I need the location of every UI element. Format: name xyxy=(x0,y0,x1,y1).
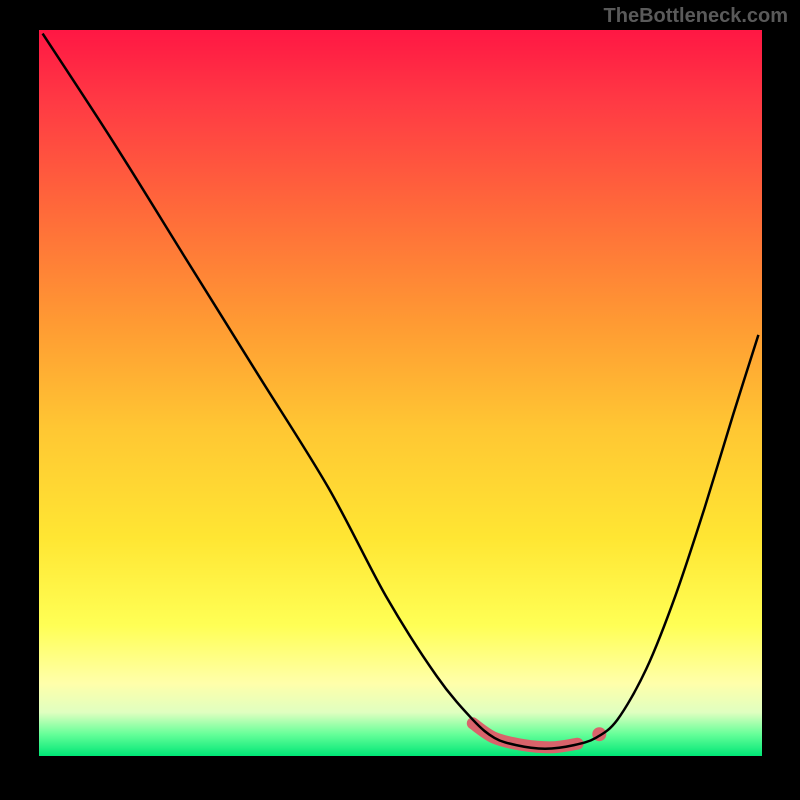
plot-area xyxy=(39,30,762,756)
curve-layer xyxy=(39,30,762,756)
main-curve xyxy=(43,34,759,749)
chart-container: TheBottleneck.com xyxy=(0,0,800,800)
watermark-text: TheBottleneck.com xyxy=(604,5,788,28)
